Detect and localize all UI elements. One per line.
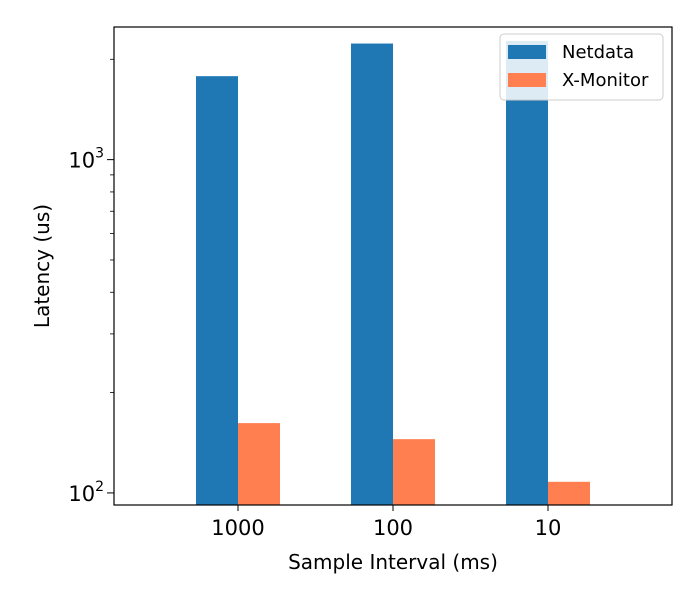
x-tick-label: 1000 [211, 516, 264, 540]
legend: Netdata X-Monitor [499, 33, 664, 101]
bar-netdata-10 [506, 40, 548, 505]
legend-label: Netdata [562, 42, 634, 63]
bar-x-monitor-10 [548, 481, 590, 505]
x-axis-label: Sample Interval (ms) [288, 550, 498, 574]
legend-swatch-x-monitor [508, 73, 546, 87]
x-tick-label: 10 [535, 516, 562, 540]
x-tick-label: 100 [373, 516, 413, 540]
bar-x-monitor-100 [393, 439, 435, 505]
legend-swatch-netdata [508, 45, 546, 59]
y-tick-label: 102 [68, 479, 104, 506]
bar-netdata-1000 [196, 76, 238, 505]
y-axis: 102 103 [68, 58, 114, 506]
bars-layer [196, 40, 590, 505]
y-tick-label: 103 [68, 146, 104, 173]
bar-x-monitor-1000 [238, 423, 280, 505]
y-axis-label: Latency (us) [30, 204, 54, 328]
legend-label: X-Monitor [562, 70, 649, 91]
x-axis: 1000 100 10 [211, 505, 561, 540]
bar-netdata-100 [351, 43, 393, 505]
